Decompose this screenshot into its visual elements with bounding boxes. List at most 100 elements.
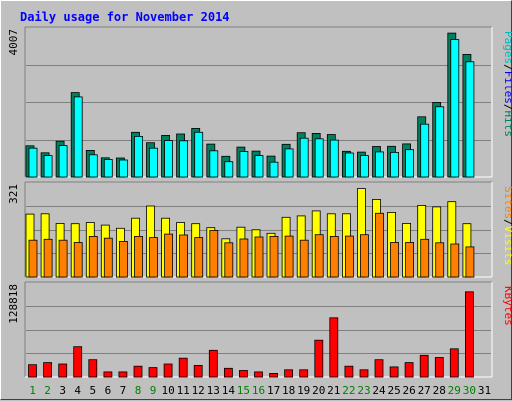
bar-kbytes-day-10 <box>163 363 173 378</box>
day-label-27: 27 <box>418 384 431 397</box>
bar-sites-day-24 <box>375 212 384 278</box>
day-label-25: 25 <box>387 384 400 397</box>
bar-files-day-7 <box>119 159 128 178</box>
bar-files-day-10 <box>164 140 174 178</box>
bar-sites-day-6 <box>103 237 113 278</box>
y-max-label-3: 128818 <box>7 284 20 324</box>
bar-sites-day-29 <box>450 243 460 278</box>
bar-sites-day-11 <box>179 234 189 278</box>
bar-kbytes-day-21 <box>329 317 339 378</box>
bar-files-day-23 <box>359 155 369 178</box>
day-label-23: 23 <box>357 384 370 397</box>
bar-sites-day-3 <box>58 239 68 278</box>
bar-files-day-4 <box>73 96 83 178</box>
bar-sites-day-10 <box>164 233 174 278</box>
day-label-31: 31 <box>478 384 491 397</box>
bar-files-day-14 <box>224 161 234 178</box>
legend-3: KBytes <box>502 286 512 326</box>
bar-kbytes-day-5 <box>88 359 98 378</box>
bar-kbytes-day-2 <box>43 362 52 378</box>
bar-sites-day-17 <box>269 235 279 278</box>
day-label-22: 22 <box>342 384 355 397</box>
bar-kbytes-day-11 <box>178 357 188 378</box>
day-label-10: 10 <box>161 384 174 397</box>
bar-files-day-9 <box>149 147 158 178</box>
legend-item-2-3: Visits <box>502 226 512 266</box>
day-label-17: 17 <box>267 384 280 397</box>
day-label-26: 26 <box>402 384 415 397</box>
legend-item-2-1: Sites <box>502 186 512 219</box>
day-label-5: 5 <box>89 384 96 397</box>
day-label-14: 14 <box>222 384 236 397</box>
legend-item-1-1: Pages <box>502 31 512 64</box>
bar-kbytes-day-18 <box>284 369 294 378</box>
bar-sites-day-27 <box>420 238 430 278</box>
bar-files-day-17 <box>269 161 279 178</box>
bar-files-day-26 <box>405 149 415 178</box>
day-label-4: 4 <box>74 384 81 397</box>
bar-files-day-1 <box>28 147 38 178</box>
bar-files-day-19 <box>299 137 309 178</box>
bar-kbytes-day-8 <box>133 365 143 378</box>
bar-sites-day-19 <box>299 239 309 278</box>
bar-sites-day-9 <box>149 237 158 278</box>
plot-area-3 <box>25 282 492 377</box>
legend-2: Sites/Visits <box>502 186 512 266</box>
y-max-label-2: 321 <box>7 184 20 204</box>
bar-kbytes-day-14 <box>223 367 233 378</box>
day-label-2: 2 <box>44 384 51 397</box>
bar-kbytes-day-9 <box>148 367 158 378</box>
bar-sites-day-23 <box>359 234 369 278</box>
bar-kbytes-day-22 <box>344 365 354 378</box>
bar-files-day-16 <box>254 155 264 178</box>
bar-files-day-2 <box>43 155 53 178</box>
bar-sites-day-8 <box>134 235 143 278</box>
bar-files-day-24 <box>375 151 384 178</box>
day-label-3: 3 <box>59 384 66 397</box>
day-label-6: 6 <box>105 384 112 397</box>
day-label-21: 21 <box>327 384 340 397</box>
day-label-1: 1 <box>29 384 36 397</box>
bar-sites-day-21 <box>329 235 339 278</box>
y-max-label-1: 4007 <box>7 29 20 56</box>
day-label-9: 9 <box>150 384 157 397</box>
bar-kbytes-day-29 <box>449 348 459 378</box>
legend-item-2-2: / <box>502 219 512 226</box>
day-label-28: 28 <box>433 384 446 397</box>
bar-kbytes-day-24 <box>374 359 384 378</box>
bar-files-day-3 <box>58 145 68 178</box>
legend-item-3-1: KBytes <box>502 286 512 326</box>
bar-kbytes-day-13 <box>208 349 218 378</box>
legend-item-1-4: / <box>502 104 512 111</box>
bar-sites-day-2 <box>43 238 53 278</box>
day-label-19: 19 <box>297 384 310 397</box>
bar-files-day-18 <box>284 148 294 178</box>
bar-kbytes-day-3 <box>58 363 68 378</box>
bar-sites-day-26 <box>405 242 415 278</box>
bar-sites-day-18 <box>284 235 294 278</box>
bar-files-day-29 <box>450 39 460 178</box>
chart-title: Daily usage for November 2014 <box>20 10 230 24</box>
bar-files-day-27 <box>420 123 430 178</box>
bar-sites-day-12 <box>194 237 204 278</box>
day-label-8: 8 <box>135 384 142 397</box>
day-label-16: 16 <box>252 384 265 397</box>
day-label-20: 20 <box>312 384 325 397</box>
bar-sites-day-13 <box>209 229 219 278</box>
bar-files-day-11 <box>179 140 189 178</box>
day-label-15: 15 <box>237 384 250 397</box>
bar-sites-day-25 <box>390 242 399 278</box>
bar-kbytes-day-12 <box>193 364 203 378</box>
bar-sites-day-22 <box>344 235 354 278</box>
bar-kbytes-day-20 <box>314 339 324 378</box>
bar-files-day-30 <box>465 61 475 178</box>
bar-kbytes-day-4 <box>73 346 83 378</box>
day-label-12: 12 <box>192 384 205 397</box>
bar-kbytes-day-23 <box>359 369 369 378</box>
bar-kbytes-day-19 <box>299 369 309 378</box>
bar-kbytes-day-16 <box>254 371 263 378</box>
legend-item-1-2: / <box>502 64 512 71</box>
legend-1: Pages/Files/Hits <box>502 31 512 137</box>
day-label-24: 24 <box>372 384 386 397</box>
